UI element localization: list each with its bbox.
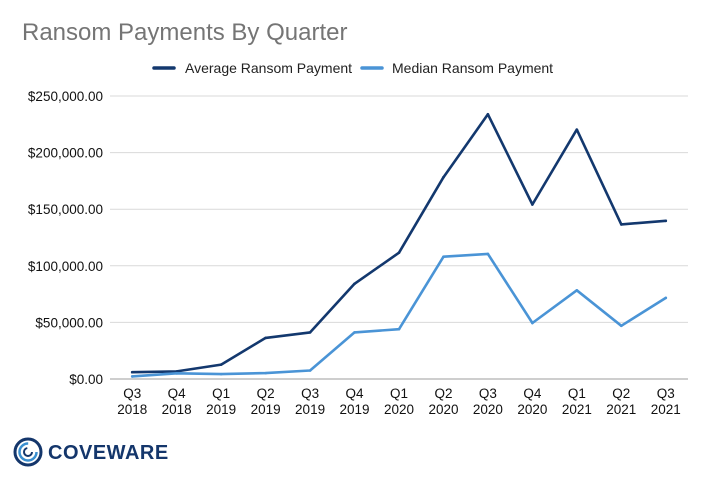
x-tick-label-year: 2019 (251, 402, 281, 417)
x-tick-label-quarter: Q3 (479, 386, 497, 401)
x-tick-label-quarter: Q2 (434, 386, 452, 401)
x-tick-label-quarter: Q4 (168, 386, 187, 401)
x-tick-label-quarter: Q3 (123, 386, 141, 401)
data-point (175, 372, 178, 375)
y-tick-label: $50,000.00 (35, 315, 103, 330)
data-point (664, 219, 668, 223)
x-tick-label-year: 2019 (340, 402, 370, 417)
data-point (353, 282, 356, 286)
x-tick-label-year: 2021 (651, 402, 681, 417)
logo-text: COVEWARE (48, 442, 169, 464)
x-tick-label-year: 2019 (295, 402, 325, 417)
data-point (442, 255, 445, 259)
data-point (664, 296, 668, 300)
x-tick-label-year: 2020 (428, 402, 458, 417)
y-tick-label: $0.00 (69, 372, 103, 387)
x-tick-label-year: 2018 (117, 402, 147, 417)
x-tick-label-year: 2020 (517, 402, 547, 417)
data-point (308, 369, 312, 372)
legend-label: Average Ransom Payment (185, 60, 352, 76)
data-point (531, 321, 534, 325)
data-point (531, 203, 534, 206)
chart-title: Ransom Payments By Quarter (22, 19, 347, 46)
series-group (130, 113, 668, 378)
y-axis: $0.00 $50,000.00 $100,000.00 $150,000.00 $20… (28, 89, 103, 387)
legend: Average Ransom Payment Median Ransom Paym… (152, 60, 553, 76)
x-tick-label-year: 2019 (206, 402, 236, 417)
x-tick-label-quarter: Q1 (568, 386, 586, 401)
data-point (219, 372, 223, 376)
data-point (486, 113, 490, 116)
x-tick-label-quarter: Q2 (612, 386, 630, 401)
data-point (130, 375, 134, 378)
x-tick-label-quarter: Q2 (257, 386, 275, 401)
data-point (353, 331, 356, 334)
data-point (397, 327, 401, 331)
x-tick-label-year: 2018 (162, 402, 192, 417)
x-tick-label-year: 2021 (562, 402, 592, 417)
legend-label: Median Ransom Payment (392, 60, 553, 76)
y-tick-label: $250,000.00 (28, 89, 103, 104)
series-line-median (130, 252, 668, 378)
data-point (620, 324, 623, 328)
x-tick-label-year: 2021 (606, 402, 636, 417)
y-tick-label: $200,000.00 (28, 146, 103, 161)
data-point (486, 252, 490, 256)
x-tick-label-year: 2020 (384, 402, 414, 417)
data-point (264, 371, 267, 375)
data-point (130, 370, 134, 374)
x-tick-label-quarter: Q3 (301, 386, 319, 401)
data-point (620, 223, 623, 226)
x-axis: Q32018Q42018Q12019Q22019Q32019Q42019Q120… (117, 386, 681, 417)
y-tick-label: $150,000.00 (28, 202, 103, 217)
x-tick-label-quarter: Q4 (346, 386, 365, 401)
coveware-logo-icon (13, 437, 43, 467)
x-tick-label-quarter: Q1 (390, 386, 408, 401)
y-tick-label: $100,000.00 (28, 259, 103, 274)
x-tick-label-quarter: Q1 (212, 386, 230, 401)
x-tick-label-year: 2020 (473, 402, 503, 417)
grid (110, 95, 688, 380)
x-tick-label-quarter: Q4 (523, 386, 542, 401)
data-point (575, 128, 579, 131)
coveware-logo: COVEWARE (13, 437, 169, 467)
data-point (264, 336, 267, 340)
data-point (575, 288, 579, 292)
x-tick-label-quarter: Q3 (657, 386, 675, 401)
data-point (219, 363, 223, 366)
data-point (308, 331, 312, 334)
data-point (442, 175, 445, 179)
data-point (397, 251, 401, 254)
